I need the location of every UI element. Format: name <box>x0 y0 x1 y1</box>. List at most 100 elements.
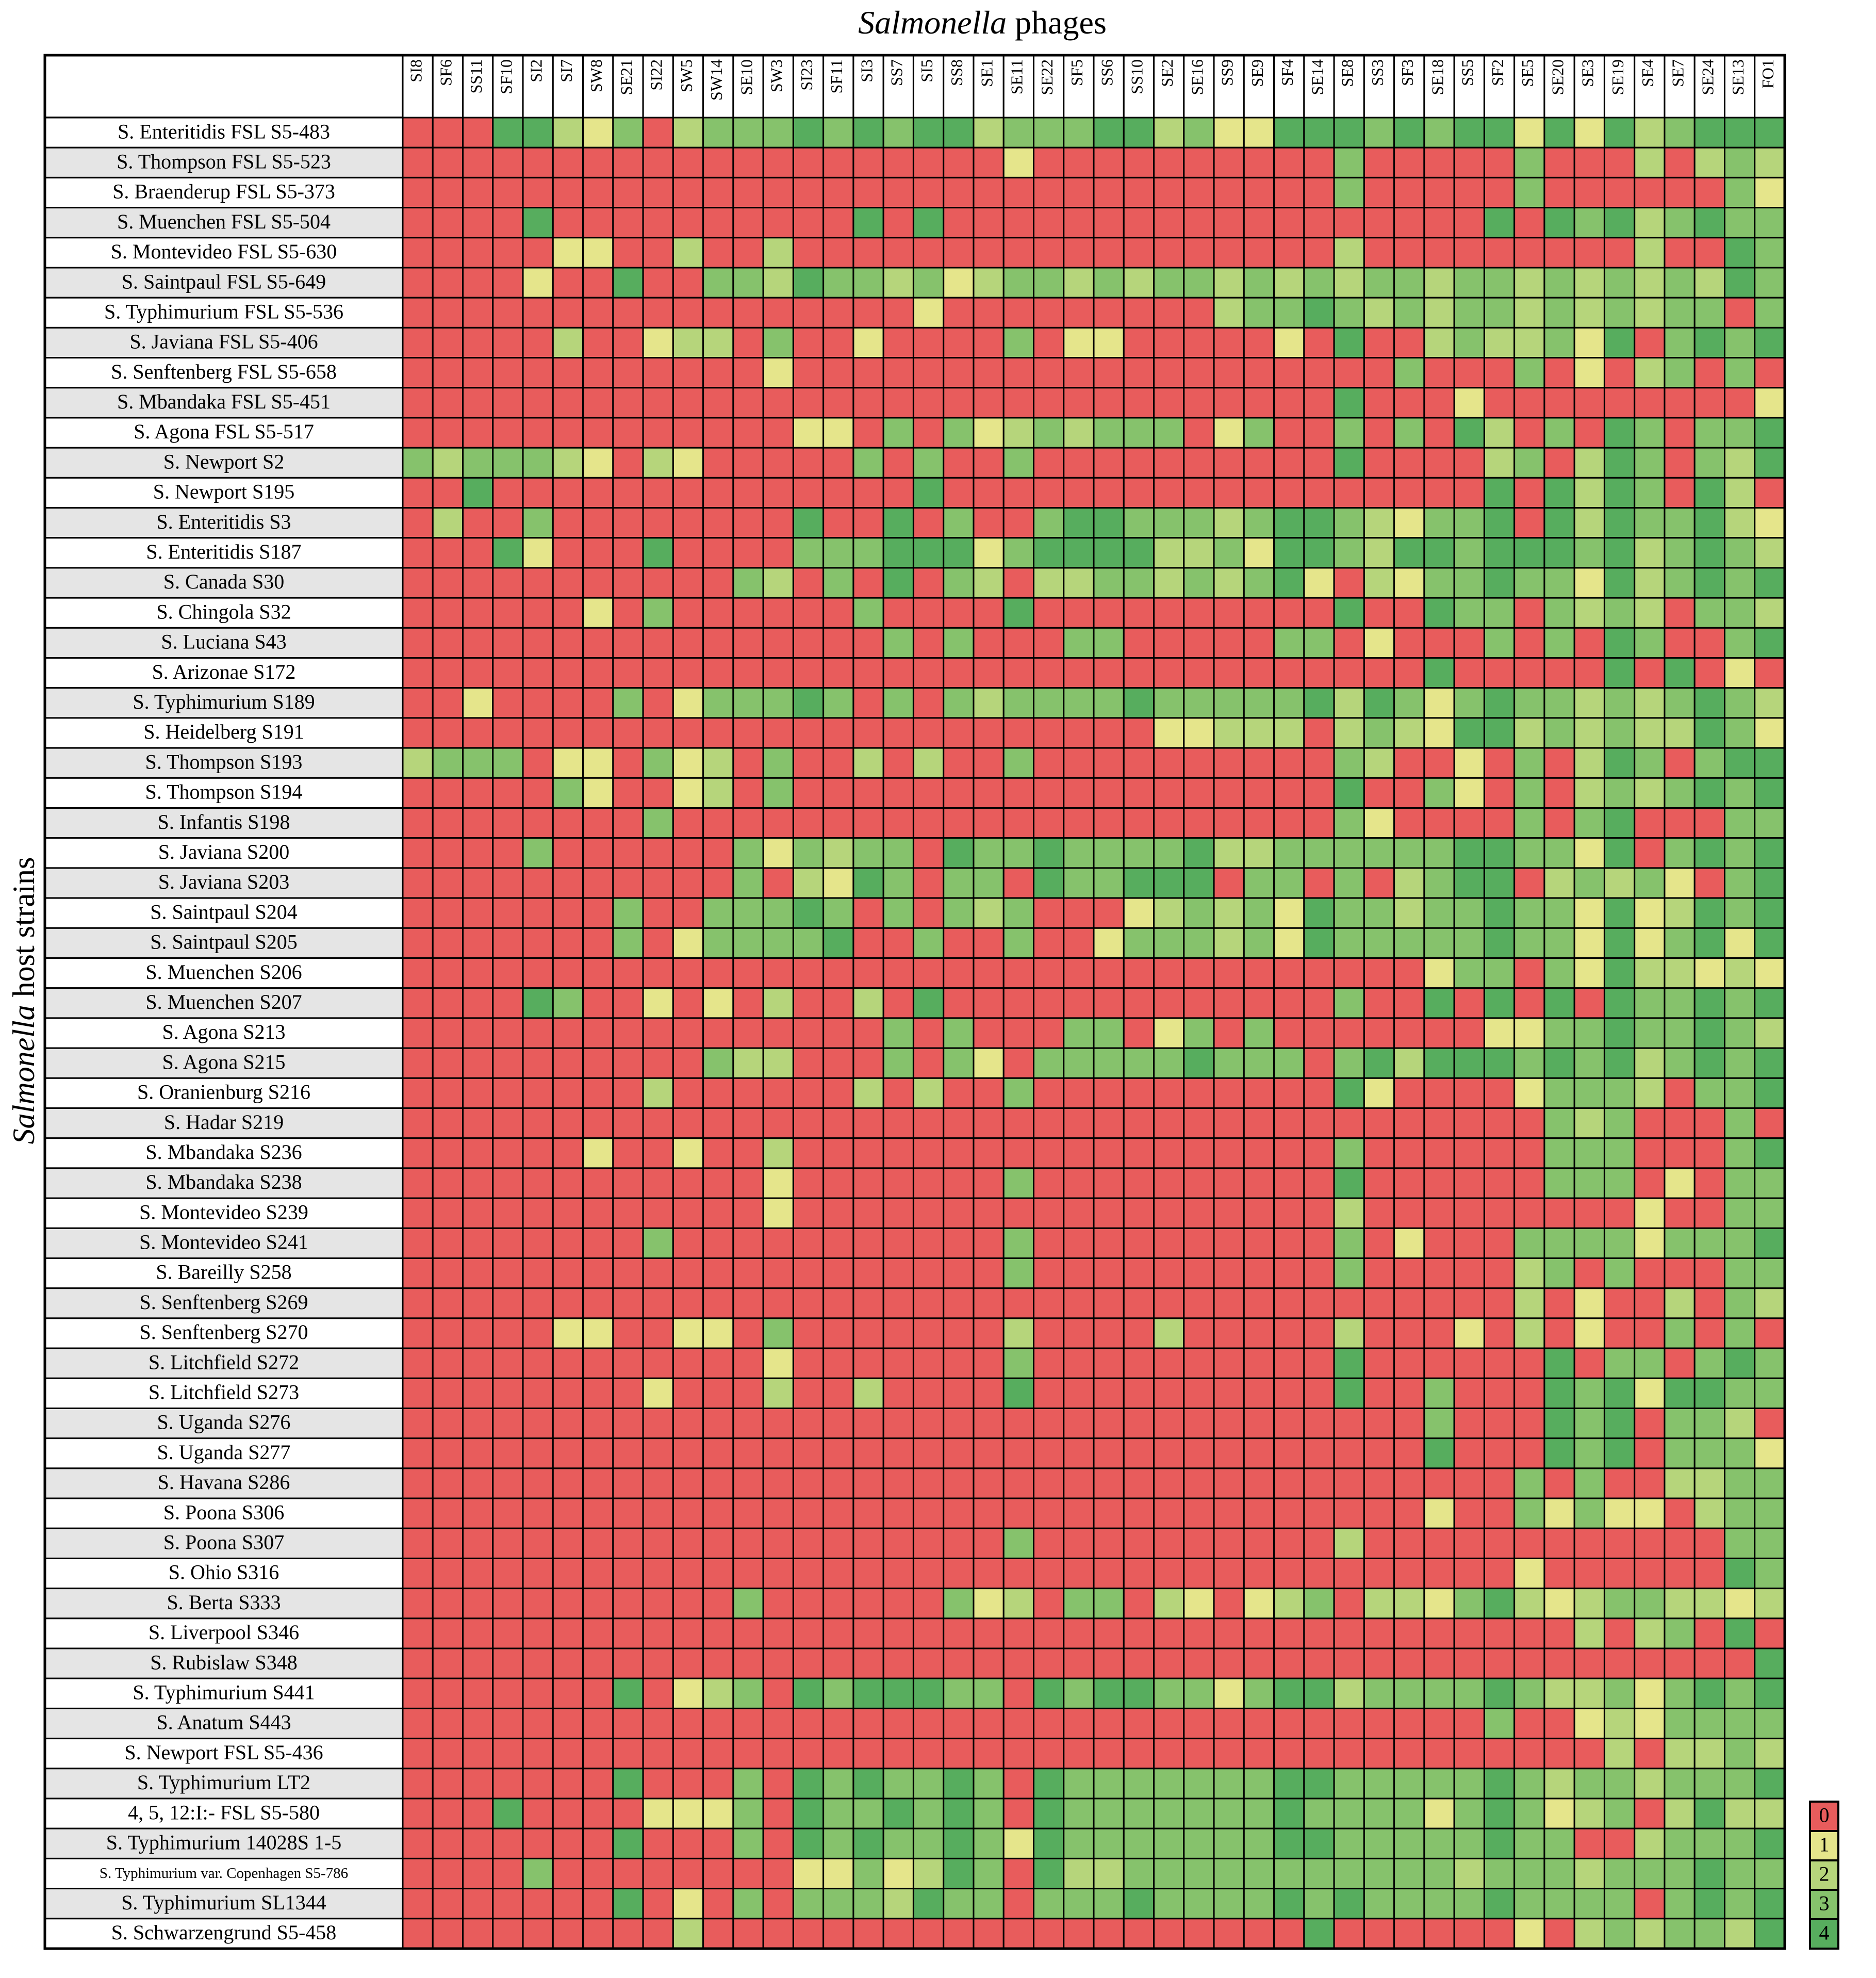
heatmap-cell <box>492 1768 524 1800</box>
heatmap-cell <box>492 417 524 449</box>
heatmap-cell <box>792 837 825 869</box>
heatmap-cell <box>522 687 554 719</box>
heatmap-cell <box>1513 146 1545 178</box>
heatmap-cell <box>1063 1197 1095 1229</box>
heatmap-cell <box>1153 1107 1185 1139</box>
heatmap-cell <box>492 1317 524 1349</box>
heatmap-cell <box>912 1707 945 1740</box>
chart-title: Salmonella phages <box>858 4 1107 41</box>
heatmap-cell <box>1273 1647 1305 1679</box>
heatmap-cell <box>1693 627 1725 659</box>
heatmap-cell <box>1153 1888 1185 1920</box>
heatmap-cell <box>1543 117 1575 149</box>
heatmap-cell <box>462 627 494 659</box>
heatmap-cell <box>702 1617 734 1649</box>
heatmap-cell <box>1273 146 1305 178</box>
heatmap-cell <box>522 1497 554 1529</box>
heatmap-cell <box>1543 207 1575 239</box>
heatmap-cell <box>973 1077 1005 1109</box>
heatmap-cell <box>822 1017 854 1049</box>
heatmap-cell <box>1333 1287 1365 1319</box>
heatmap-cell <box>822 1557 854 1590</box>
heatmap-cell <box>492 957 524 989</box>
heatmap-cell <box>732 1257 764 1289</box>
heatmap-cell <box>912 1287 945 1319</box>
heatmap-cell <box>1032 1167 1065 1199</box>
heatmap-cell <box>1123 537 1155 569</box>
heatmap-cell <box>1063 1317 1095 1349</box>
heatmap-cell <box>1183 807 1215 839</box>
heatmap-cell <box>1513 1647 1545 1679</box>
heatmap-cell <box>432 387 464 419</box>
column-label: SS5 <box>1458 59 1477 86</box>
heatmap-cell <box>1693 1557 1725 1590</box>
heatmap-cell <box>642 1287 674 1319</box>
heatmap-cell <box>912 627 945 659</box>
heatmap-cell <box>1002 1347 1034 1379</box>
heatmap-cell <box>762 117 794 149</box>
heatmap-cell <box>1453 597 1485 629</box>
heatmap-cell <box>1513 1617 1545 1649</box>
heatmap-cell <box>1123 807 1155 839</box>
heatmap-cell <box>1273 1918 1305 1950</box>
heatmap-cell <box>882 326 914 359</box>
heatmap-cell <box>1393 146 1425 178</box>
heatmap-cell <box>552 1047 584 1079</box>
heatmap-cell <box>1423 897 1455 929</box>
heatmap-cell <box>522 1738 554 1770</box>
heatmap-cell <box>1333 1918 1365 1950</box>
heatmap-cell <box>1513 1017 1545 1049</box>
heatmap-cell <box>912 1888 945 1920</box>
row-label-cell <box>44 1377 404 1409</box>
heatmap-cell <box>882 507 914 539</box>
heatmap-cell <box>762 1707 794 1740</box>
heatmap-cell <box>912 1137 945 1169</box>
heatmap-cell <box>1664 1107 1696 1139</box>
heatmap-cell <box>1123 1047 1155 1079</box>
column-label: SE4 <box>1638 59 1657 87</box>
heatmap-cell <box>1002 627 1034 659</box>
heatmap-cell <box>792 387 825 419</box>
heatmap-cell <box>552 927 584 959</box>
heatmap-cell <box>1123 927 1155 959</box>
heatmap-cell <box>672 1377 704 1409</box>
heatmap-cell <box>973 1527 1005 1559</box>
heatmap-cell <box>1243 627 1275 659</box>
heatmap-cell <box>552 717 584 749</box>
heatmap-cell <box>492 1167 524 1199</box>
heatmap-cell <box>732 897 764 929</box>
heatmap-cell <box>1393 1827 1425 1859</box>
heatmap-cell <box>1333 747 1365 779</box>
heatmap-cell <box>432 357 464 389</box>
heatmap-cell <box>1093 1167 1125 1199</box>
heatmap-cell <box>1423 1497 1455 1529</box>
heatmap-cell <box>552 867 584 899</box>
heatmap-cell <box>1543 1377 1575 1409</box>
heatmap-cell <box>1213 297 1245 329</box>
heatmap-cell <box>852 1197 884 1229</box>
heatmap-cell <box>462 447 494 479</box>
heatmap-cell <box>852 1738 884 1770</box>
heatmap-cell <box>612 1857 644 1890</box>
heatmap-cell <box>973 627 1005 659</box>
heatmap-cell <box>1483 477 1516 509</box>
heatmap-cell <box>432 807 464 839</box>
heatmap-cell <box>1754 1317 1786 1349</box>
heatmap-cell <box>1183 1167 1215 1199</box>
heatmap-cell <box>1723 387 1756 419</box>
heatmap-cell <box>1093 146 1125 178</box>
heatmap-cell <box>402 807 434 839</box>
heatmap-cell <box>732 867 764 899</box>
heatmap-cell <box>672 1077 704 1109</box>
heatmap-cell <box>1032 1647 1065 1679</box>
heatmap-cell <box>1002 1857 1034 1890</box>
heatmap-cell <box>1393 837 1425 869</box>
heatmap-cell <box>402 1377 434 1409</box>
column-label: SF5 <box>1067 59 1086 86</box>
heatmap-cell <box>1423 1287 1455 1319</box>
heatmap-cell <box>1093 627 1125 659</box>
row-label: S. Newport S195 <box>153 480 294 503</box>
heatmap-cell <box>1363 1077 1395 1109</box>
heatmap-cell <box>402 1888 434 1920</box>
heatmap-cell <box>973 1257 1005 1289</box>
